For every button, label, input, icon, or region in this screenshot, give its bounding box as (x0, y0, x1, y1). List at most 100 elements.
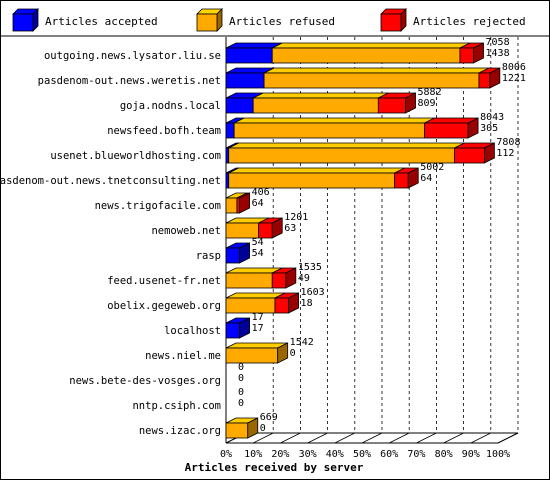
bar-side (473, 42, 484, 64)
value-label-total: 8043 (480, 112, 504, 123)
value-label-total: 5002 (420, 162, 444, 173)
bar-side (247, 417, 259, 439)
bar-articles-rejected (271, 272, 287, 289)
bar-side (239, 317, 251, 339)
value-label-total: 1201 (284, 212, 308, 223)
bar-articles-rejected (258, 222, 273, 239)
grid-floor-line (253, 432, 274, 444)
bar-articles-refused (225, 222, 260, 239)
value-label-total: 0 (238, 362, 244, 373)
bar-side (489, 67, 501, 89)
x-tick-label: 80% (435, 449, 453, 460)
bar-row: 00 (238, 362, 244, 384)
bar-articles-rejected (236, 197, 241, 214)
bar-articles-refused (263, 72, 480, 89)
bar-articles-refused (271, 47, 461, 64)
grid-floor-line (497, 432, 519, 444)
legend: Articles accepted Articles refused Article… (1, 8, 549, 37)
bar-articles-refused (225, 422, 249, 439)
category-label: news.trigofacile.com (95, 200, 221, 212)
bar-side (277, 342, 289, 364)
value-label-total: 8006 (502, 62, 526, 73)
x-tick-label: 10% (244, 449, 262, 460)
bar-side (271, 217, 283, 239)
value-label-secondary: 0 (238, 398, 244, 409)
bar-articles-refused (225, 197, 238, 214)
legend-swatch-articles-accepted (12, 13, 34, 32)
category-label: nemoweb.net (151, 225, 221, 237)
category-label: goja.nodns.local (120, 100, 221, 112)
legend-label: Articles refused (229, 15, 335, 28)
value-label-secondary: 63 (284, 223, 296, 234)
value-label-total: 17 (252, 312, 264, 323)
bar-articles-rejected (454, 147, 485, 164)
bar-articles-rejected (459, 47, 474, 64)
value-label-secondary: 64 (252, 198, 264, 209)
value-label-secondary: 0 (290, 348, 296, 359)
value-label-total: 406 (252, 187, 270, 198)
x-tick-label: 40% (326, 449, 344, 460)
bar-articles-accepted (225, 247, 240, 264)
x-axis-title: Articles received by server (185, 461, 364, 474)
category-label: outgoing.news.lysator.liu.se (44, 50, 221, 62)
value-label-secondary: 112 (496, 148, 514, 159)
bar-side (405, 92, 416, 114)
value-label-secondary: 18 (301, 298, 313, 309)
value-label-total: 5882 (418, 87, 442, 98)
bar-side (407, 167, 419, 189)
value-label-secondary: 0 (260, 423, 266, 434)
bar-articles-accepted (225, 97, 254, 114)
bar-side (467, 117, 479, 139)
bar-side (288, 292, 299, 314)
bar-side (239, 192, 251, 214)
bar-row: 00 (238, 387, 244, 409)
grid-floor-line (280, 432, 301, 444)
value-label-secondary: 0 (238, 373, 244, 384)
x-tick-label: 100% (486, 449, 510, 460)
bar-articles-refused-top (228, 142, 465, 149)
grid-floor-line (416, 432, 437, 444)
grid-floor-line (389, 432, 410, 444)
bar-articles-refused (252, 97, 379, 114)
bar-articles-rejected (424, 122, 469, 139)
grid-floor-line (470, 432, 491, 444)
bar-articles-refused-top (272, 42, 471, 49)
bar-articles-accepted (225, 172, 230, 189)
bar-articles-refused (225, 347, 279, 364)
bar-side (483, 142, 495, 164)
value-label-total: 1542 (290, 337, 314, 348)
grid-floor-line (443, 432, 464, 444)
grid-floor-line (334, 432, 355, 444)
bar-articles-refused-top (253, 92, 389, 99)
bars: 7058143880061221588280980433057808112500… (225, 37, 526, 439)
legend-swatch-articles-refused (196, 13, 218, 32)
x-tick-label: 30% (299, 449, 317, 460)
grid-floor-line (361, 432, 383, 444)
category-label: nntp.csiph.com (132, 400, 221, 412)
value-label-total: 1535 (298, 262, 322, 273)
value-label-secondary: 809 (418, 98, 436, 109)
bar-articles-rejected (377, 97, 406, 114)
category-labels: outgoing.news.lysator.liu.se pasdenom-out… (0, 50, 221, 437)
value-label-total: 1603 (301, 287, 325, 298)
category-label: news.niel.me (145, 350, 221, 362)
bar-articles-refused (233, 122, 425, 139)
value-label-total: 54 (252, 237, 264, 248)
bar-articles-accepted (225, 47, 273, 64)
bar-articles-rejected (394, 172, 409, 189)
bar-articles-accepted (225, 147, 230, 164)
bar-articles-accepted (225, 122, 235, 139)
bar-side (239, 242, 251, 264)
x-axis-ticks: 0% 10% 20% 30% 40% 50% 60% 70% 80% 90% 100% (220, 449, 510, 460)
